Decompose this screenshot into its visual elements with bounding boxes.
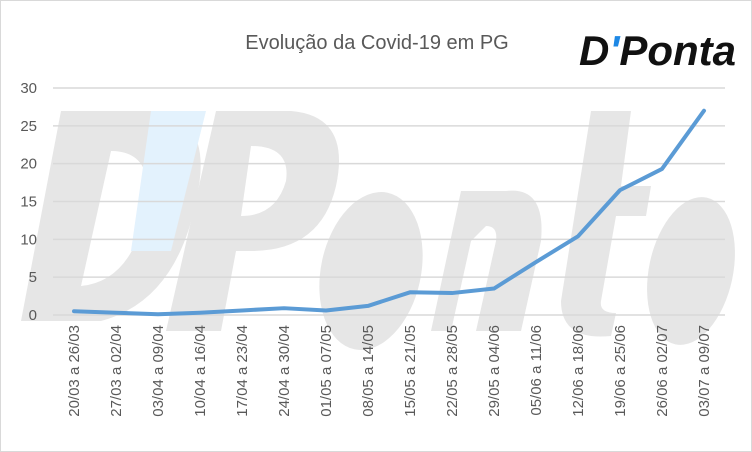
- x-tick-label: 27/03 a 02/04: [108, 325, 125, 417]
- x-tick-label: 03/07 a 09/07: [696, 325, 713, 417]
- watermark-logo: [21, 111, 735, 350]
- logo-apostrophe: ': [609, 27, 621, 74]
- y-tick-label: 10: [20, 231, 37, 248]
- x-tick-label: 24/04 a 30/04: [276, 325, 293, 417]
- logo-text-d: D: [579, 27, 609, 74]
- x-tick-label: 01/05 a 07/05: [318, 325, 335, 417]
- y-tick-label: 30: [20, 80, 37, 97]
- y-tick-label: 0: [29, 307, 37, 324]
- watermark-letter-n: [431, 190, 542, 331]
- watermark-letter-p: [166, 111, 339, 331]
- x-tick-label: 20/03 a 26/03: [66, 325, 83, 417]
- x-tick-label: 19/06 a 25/06: [612, 325, 629, 417]
- series-line: [72, 108, 706, 317]
- x-tick-label: 17/04 a 23/04: [234, 325, 251, 417]
- x-tick-label: 08/05 a 14/05: [360, 325, 377, 417]
- watermark-letter-a: [647, 197, 735, 345]
- brand-logo: D'Ponta: [579, 27, 736, 74]
- y-tick-label: 20: [20, 156, 37, 173]
- watermark-apostrophe: [131, 111, 206, 251]
- x-tick-label: 29/05 a 04/06: [486, 325, 503, 417]
- x-tick-label: 12/06 a 18/06: [570, 325, 587, 417]
- x-tick-label: 03/04 a 09/04: [150, 325, 167, 417]
- x-tick-label: 10/04 a 16/04: [192, 325, 209, 417]
- watermark-letter-o: [319, 192, 423, 350]
- y-tick-label: 15: [20, 194, 37, 211]
- x-tick-label: 05/06 a 11/06: [528, 325, 545, 416]
- x-tick-label: 22/05 a 28/05: [444, 325, 461, 417]
- y-tick-label: 5: [29, 269, 37, 286]
- x-tick-label: 26/06 a 02/07: [654, 325, 671, 417]
- y-tick-label: 25: [20, 118, 37, 135]
- watermark-letter-t: [561, 111, 651, 337]
- chart-title: Evolução da Covid-19 em PG: [245, 32, 508, 54]
- x-tick-label: 15/05 a 21/05: [402, 325, 419, 417]
- logo-text-ponta: Ponta: [619, 27, 736, 74]
